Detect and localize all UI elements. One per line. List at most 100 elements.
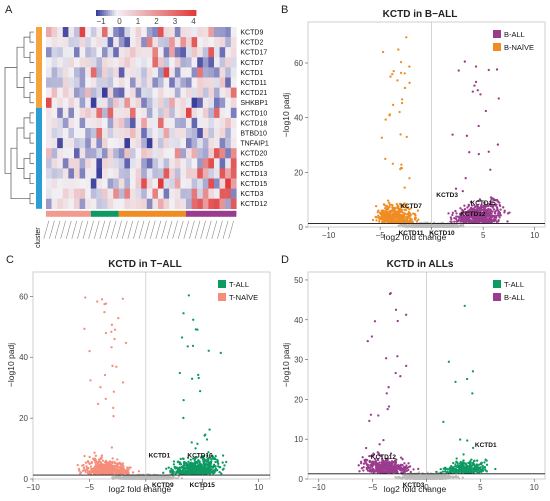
point-t-naïve xyxy=(96,402,100,406)
colorbar-tick: 1 xyxy=(136,17,141,26)
colorbar-segment xyxy=(122,10,125,16)
heatmap-cell xyxy=(169,138,175,149)
heatmap-cell xyxy=(57,97,63,108)
point-b-all xyxy=(483,201,486,204)
colorbar-segment xyxy=(142,10,145,16)
gene-annotation: KCTD11 xyxy=(399,230,424,237)
point-b-all xyxy=(457,69,460,72)
point-b-naïve xyxy=(391,162,394,165)
heatmap-cell xyxy=(208,188,215,199)
heatmap-cell xyxy=(208,128,215,139)
heatmap-cell xyxy=(197,188,203,199)
point-b-naïve xyxy=(388,114,391,117)
cluster-row-group-1 xyxy=(36,27,42,108)
heatmap-cell xyxy=(130,198,136,209)
heatmap-cell xyxy=(46,138,52,149)
heatmap-cell xyxy=(68,87,75,98)
legend-label: B-ALL xyxy=(504,30,525,39)
point-b-naïve xyxy=(384,118,387,121)
heatmap-cell xyxy=(130,67,136,78)
heatmap-cell xyxy=(62,188,69,199)
heatmap-cell xyxy=(225,87,231,98)
heatmap-cell xyxy=(169,128,175,139)
heatmap-cell xyxy=(219,37,226,48)
point-b-all xyxy=(470,204,474,207)
point-b-all xyxy=(465,134,469,137)
point-t-all xyxy=(206,471,209,474)
heatmap-cell xyxy=(141,47,147,58)
point-ns xyxy=(167,476,170,479)
heatmap-cell xyxy=(68,77,75,88)
heatmap-cell xyxy=(230,57,237,68)
point-t-all xyxy=(187,294,190,297)
point-b-naïve xyxy=(408,81,411,84)
sample-label-mark xyxy=(217,220,223,239)
heatmap-cell xyxy=(118,148,125,159)
point-b-naïve xyxy=(400,163,403,166)
point-t-naïve xyxy=(103,373,107,377)
sample-label-mark xyxy=(149,220,156,239)
heatmap-cell xyxy=(62,37,69,48)
heatmap-cell xyxy=(130,128,136,139)
y-tick-label: 20 xyxy=(19,414,28,423)
heatmap-cell xyxy=(118,188,125,199)
heatmap-cell xyxy=(219,87,226,98)
colorbar-segment xyxy=(168,10,171,16)
heatmap-cell xyxy=(107,117,114,129)
heatmap-cell xyxy=(169,57,175,68)
point-b-naïve xyxy=(416,209,420,212)
point-t-all xyxy=(176,471,179,474)
heatmap-colorbar: −1 0 1 2 3 4 xyxy=(96,10,197,26)
heatmap-cell xyxy=(90,67,97,78)
heatmap-cell xyxy=(51,47,58,58)
dendrogram-branch xyxy=(29,72,34,83)
point-t-naïve xyxy=(96,300,99,303)
gene-label: KCTD15 xyxy=(240,181,267,188)
y-tick-label: 60 xyxy=(19,292,28,301)
heatmap-cell xyxy=(214,57,220,68)
heatmap-cell xyxy=(51,37,58,48)
point-ns xyxy=(401,224,404,228)
point-b-all xyxy=(486,204,489,207)
heatmap-cell xyxy=(90,138,97,149)
point-b-all xyxy=(495,68,499,71)
point-ns xyxy=(133,477,137,481)
heatmap-cell xyxy=(202,158,209,169)
point-b-naïve xyxy=(414,214,417,217)
heatmap-cell xyxy=(158,158,164,169)
heatmap-cell xyxy=(152,47,159,58)
plot-area xyxy=(32,271,271,480)
heatmap-cell xyxy=(124,148,131,159)
heatmap-cell xyxy=(152,128,159,139)
heatmap-cell xyxy=(202,27,209,38)
sample-label-mark xyxy=(110,220,117,239)
point-b-all xyxy=(450,217,453,221)
column-cluster-segment xyxy=(118,210,186,217)
heatmap-cell xyxy=(130,107,136,119)
heatmap-cell xyxy=(135,198,142,209)
sample-label-mark xyxy=(54,220,61,239)
heatmap-cell xyxy=(96,37,103,48)
heatmap-cell xyxy=(214,188,220,199)
heatmap-cell xyxy=(180,37,187,48)
gene-label: KCTD18 xyxy=(240,120,267,127)
heatmap-cell xyxy=(225,198,231,209)
point-t-all xyxy=(173,466,176,469)
point-t-naïve xyxy=(102,470,105,473)
heatmap-cell xyxy=(158,27,164,38)
point-t-all xyxy=(214,460,217,464)
point-b-all xyxy=(484,109,488,113)
heatmap-cell xyxy=(225,67,231,78)
colorbar-segment xyxy=(182,10,185,16)
heatmap-cell xyxy=(135,87,142,98)
gene-annotation: KCTD15 xyxy=(471,200,497,207)
heatmap-cell xyxy=(186,67,192,78)
x-axis-label: log2 fold change xyxy=(384,484,447,494)
point-b-naïve xyxy=(409,207,413,210)
heatmap-cell xyxy=(230,128,237,139)
heatmap-cell xyxy=(186,198,192,209)
heatmap-cell xyxy=(141,198,147,209)
heatmap-cell xyxy=(57,168,63,179)
point-t-naïve xyxy=(83,327,86,330)
heatmap-cell xyxy=(57,77,63,88)
